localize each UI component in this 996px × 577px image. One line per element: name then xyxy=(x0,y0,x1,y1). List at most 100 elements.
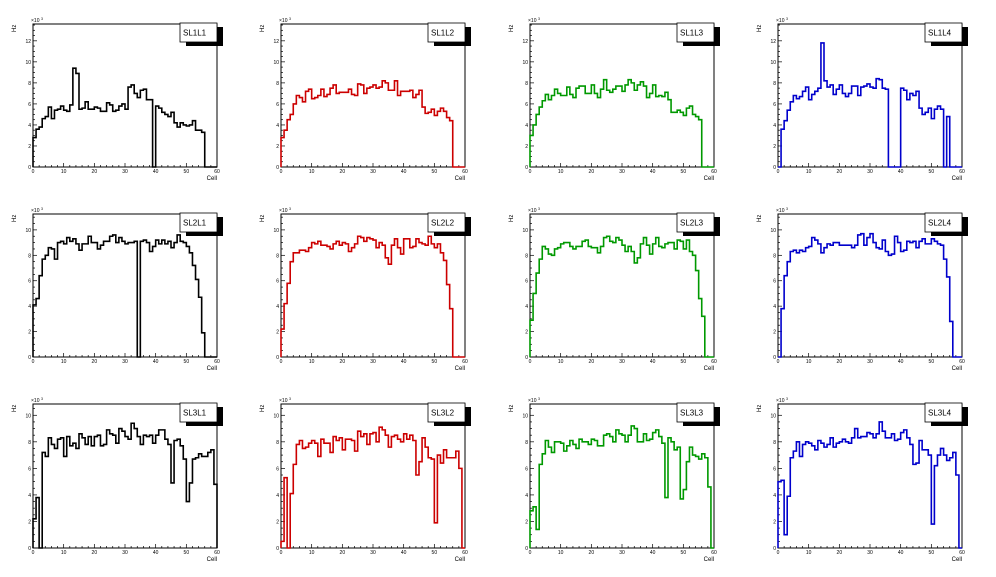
x-tick-label: 0 xyxy=(32,359,35,365)
y-tick-label: 4 xyxy=(276,304,279,310)
y-multiplier-label: ×10 xyxy=(776,18,785,24)
y-multiplier-exponent: 3 xyxy=(538,397,540,401)
y-tick-label: 0 xyxy=(525,355,528,361)
y-axis-title: Hz xyxy=(12,405,18,412)
legend-title: SL2L2 xyxy=(431,219,455,228)
x-tick-label: 50 xyxy=(929,359,935,365)
y-tick-label: 6 xyxy=(276,279,279,285)
legend-title: SL2L4 xyxy=(928,219,952,228)
x-tick-label: 60 xyxy=(462,550,468,556)
x-axis-title: Cell xyxy=(455,176,465,182)
y-tick-label: 8 xyxy=(276,253,279,259)
y-multiplier-label: ×10 xyxy=(776,208,785,214)
x-axis-title: Cell xyxy=(455,557,465,563)
y-tick-label: 2 xyxy=(773,519,776,525)
y-tick-label: 0 xyxy=(525,546,528,552)
x-tick-label: 50 xyxy=(681,359,687,365)
histogram-panel-sl1l1: 0 10 20 30 40 50 60 0 2 4 6 8 10 12 ×10 3 Hz Cell SL1L1 xyxy=(12,17,223,182)
legend-title: SL2L3 xyxy=(680,219,704,228)
x-tick-label: 20 xyxy=(837,359,843,365)
histogram-line xyxy=(778,42,962,168)
x-axis-title: Cell xyxy=(952,366,962,372)
y-tick-label: 6 xyxy=(525,466,528,472)
y-multiplier-exponent: 3 xyxy=(786,17,788,21)
x-tick-label: 50 xyxy=(929,169,935,175)
y-tick-label: 2 xyxy=(276,330,279,336)
x-tick-label: 20 xyxy=(340,169,346,175)
plot-frame xyxy=(32,23,218,168)
x-tick-label: 40 xyxy=(401,359,407,365)
y-multiplier-exponent: 3 xyxy=(41,207,43,211)
x-tick-label: 40 xyxy=(153,169,159,175)
legend-box xyxy=(676,212,715,233)
y-multiplier-label: ×10 xyxy=(279,18,288,24)
x-axis-title: Cell xyxy=(207,366,217,372)
x-tick-label: 60 xyxy=(959,359,965,365)
y-tick-label: 6 xyxy=(773,102,776,108)
legend-title: SL3L2 xyxy=(431,409,455,418)
histogram-line xyxy=(32,234,217,358)
y-multiplier-label: ×10 xyxy=(528,398,537,404)
x-tick-label: 60 xyxy=(462,169,468,175)
y-tick-label: 0 xyxy=(773,355,776,361)
x-tick-label: 20 xyxy=(92,550,98,556)
y-tick-label: 2 xyxy=(525,144,528,150)
y-tick-label: 10 xyxy=(770,413,776,419)
y-tick-label: 8 xyxy=(28,253,31,259)
y-tick-label: 8 xyxy=(773,253,776,259)
x-tick-label: 50 xyxy=(681,550,687,556)
x-tick-label: 40 xyxy=(650,169,656,175)
y-tick-label: 8 xyxy=(525,253,528,259)
legend-box xyxy=(427,22,466,43)
legend-box xyxy=(676,402,715,423)
x-tick-label: 40 xyxy=(153,359,159,365)
x-tick-label: 10 xyxy=(558,359,564,365)
y-tick-label: 10 xyxy=(25,228,31,234)
x-tick-label: 50 xyxy=(184,359,190,365)
x-tick-label: 40 xyxy=(153,550,159,556)
x-tick-label: 0 xyxy=(777,169,780,175)
x-tick-label: 50 xyxy=(681,169,687,175)
y-tick-label: 10 xyxy=(522,228,528,234)
x-tick-label: 40 xyxy=(898,359,904,365)
y-tick-label: 8 xyxy=(773,81,776,87)
x-tick-label: 10 xyxy=(806,359,812,365)
y-tick-label: 0 xyxy=(28,546,31,552)
x-axis-title: Cell xyxy=(704,176,714,182)
y-tick-label: 6 xyxy=(525,279,528,285)
y-tick-label: 0 xyxy=(773,546,776,552)
x-tick-label: 10 xyxy=(558,550,564,556)
x-tick-label: 10 xyxy=(309,550,315,556)
x-tick-label: 30 xyxy=(867,169,873,175)
y-tick-label: 0 xyxy=(276,546,279,552)
x-tick-label: 40 xyxy=(650,359,656,365)
y-tick-label: 8 xyxy=(28,440,31,446)
y-axis-title: Hz xyxy=(12,215,18,222)
histogram-line xyxy=(529,78,714,168)
x-tick-label: 60 xyxy=(214,359,220,365)
x-tick-label: 50 xyxy=(432,359,438,365)
legend-title: SL1L1 xyxy=(183,29,207,38)
y-tick-label: 10 xyxy=(770,60,776,66)
y-tick-label: 2 xyxy=(276,519,279,525)
x-tick-label: 60 xyxy=(959,169,965,175)
x-tick-label: 40 xyxy=(650,550,656,556)
y-axis-title: Hz xyxy=(757,215,763,222)
x-tick-label: 20 xyxy=(92,169,98,175)
y-axis-title: Hz xyxy=(509,215,515,222)
histogram-panel-sl3l3: 0 10 20 30 40 50 60 0 2 4 6 8 10 ×10 3 Hz Cell SL3L3 xyxy=(509,397,720,563)
x-tick-label: 20 xyxy=(837,169,843,175)
x-tick-label: 0 xyxy=(32,169,35,175)
y-tick-label: 10 xyxy=(273,413,279,419)
legend-box xyxy=(179,402,218,423)
histogram-panel-sl1l3: 0 10 20 30 40 50 60 0 2 4 6 8 10 12 ×10 3 Hz Cell SL1L3 xyxy=(509,17,720,182)
x-axis-title: Cell xyxy=(704,557,714,563)
y-tick-label: 12 xyxy=(273,39,279,45)
y-tick-label: 2 xyxy=(773,144,776,150)
y-tick-label: 6 xyxy=(28,279,31,285)
y-tick-label: 2 xyxy=(28,144,31,150)
x-tick-label: 30 xyxy=(370,550,376,556)
legend-title: SL2L1 xyxy=(183,219,207,228)
y-tick-label: 10 xyxy=(522,413,528,419)
y-tick-label: 10 xyxy=(770,228,776,234)
